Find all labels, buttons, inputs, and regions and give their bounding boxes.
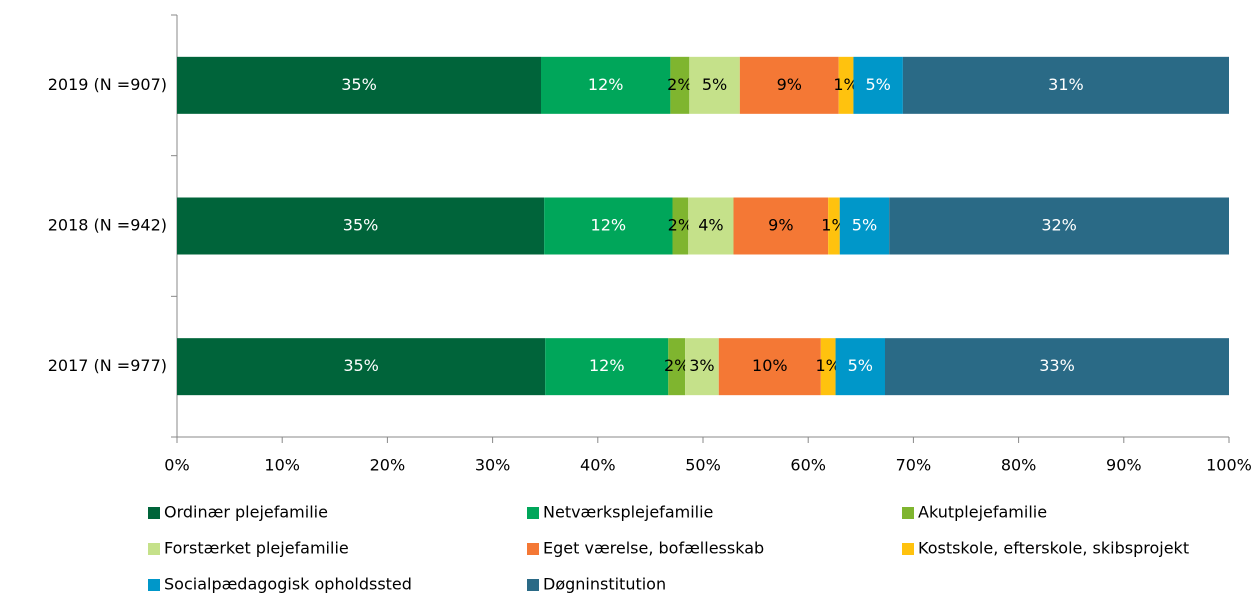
bar-segment [902, 56, 1229, 114]
data-label: 9% [777, 75, 802, 94]
x-tick-label: 80% [1001, 456, 1037, 475]
data-label: 1% [815, 356, 840, 375]
bar-segment [668, 338, 686, 396]
data-label: 5% [865, 75, 890, 94]
data-label: 33% [1039, 356, 1075, 375]
bar-segment [688, 197, 734, 255]
bar-segment [544, 197, 673, 255]
data-label: 2% [667, 75, 692, 94]
data-label: 5% [852, 216, 877, 235]
data-label: 3% [689, 356, 714, 375]
bar-segment [733, 197, 829, 255]
data-label: 31% [1048, 75, 1084, 94]
bar-segment [670, 56, 690, 114]
data-label: 32% [1041, 216, 1077, 235]
data-label: 35% [343, 216, 379, 235]
data-label: 5% [848, 356, 873, 375]
bar-segment [884, 338, 1229, 396]
x-tick-label: 0% [164, 456, 189, 475]
legend-label: Ordinær plejefamilie [164, 503, 328, 522]
bar-segment [177, 197, 545, 255]
data-label: 10% [752, 356, 788, 375]
y-tick-label: 2019 (N =907) [48, 75, 167, 94]
x-tick-label: 60% [790, 456, 826, 475]
data-label: 2% [668, 216, 693, 235]
x-tick-label: 100% [1206, 456, 1252, 475]
data-label: 12% [588, 75, 624, 94]
legend-label: Socialpædagogisk opholdssted [164, 575, 412, 594]
bar-segment [853, 56, 903, 114]
bar-segment [177, 56, 541, 114]
x-tick-label: 90% [1106, 456, 1142, 475]
legend-swatch [902, 543, 914, 555]
bar-segment [685, 338, 719, 396]
legend-swatch [148, 507, 160, 519]
x-tick-label: 50% [685, 456, 721, 475]
legend-swatch [527, 543, 539, 555]
data-label: 12% [589, 356, 625, 375]
data-label: 12% [591, 216, 627, 235]
x-tick-label: 30% [475, 456, 511, 475]
bar-segment [739, 56, 839, 114]
x-tick-label: 20% [370, 456, 406, 475]
legend-swatch [148, 579, 160, 591]
x-tick-label: 70% [896, 456, 932, 475]
data-label: 35% [341, 75, 377, 94]
bar-segment [828, 197, 840, 255]
bar-segment [838, 56, 854, 114]
bar-segment [177, 338, 546, 396]
legend-label: Eget værelse, bofællesskab [543, 539, 764, 558]
x-tick-label: 40% [580, 456, 616, 475]
y-tick-label: 2018 (N =942) [48, 216, 167, 235]
bar-segment [718, 338, 821, 396]
y-tick-label: 2017 (N =977) [48, 356, 167, 375]
legend-label: Forstærket plejefamilie [164, 539, 349, 558]
data-label: 2% [664, 356, 689, 375]
legend-swatch [527, 579, 539, 591]
legend-swatch [148, 543, 160, 555]
bar-segment [839, 197, 890, 255]
legend-label: Døgninstitution [543, 575, 666, 594]
bar-segment [820, 338, 836, 396]
legend-swatch [527, 507, 539, 519]
data-label: 9% [768, 216, 793, 235]
legend-label: Netværksplejefamilie [543, 503, 713, 522]
bar-segment [689, 56, 740, 114]
data-label: 1% [833, 75, 858, 94]
bar-segment [835, 338, 885, 396]
data-label: 5% [702, 75, 727, 94]
data-label: 35% [343, 356, 379, 375]
legend-label: Kostskole, efterskole, skibsprojekt [918, 539, 1189, 558]
legend-swatch [902, 507, 914, 519]
bar-segment [545, 338, 669, 396]
x-tick-label: 10% [264, 456, 300, 475]
data-label: 4% [698, 216, 723, 235]
bar-segment [672, 197, 689, 255]
legend-label: Akutplejefamilie [918, 503, 1047, 522]
bar-segment [889, 197, 1229, 255]
bar-segment [540, 56, 671, 114]
